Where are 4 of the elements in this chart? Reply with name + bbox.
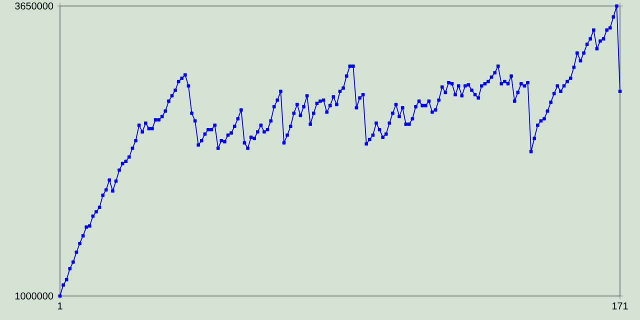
x-tick-label: 171 — [612, 302, 628, 310]
x-tick-label: 1 — [58, 302, 62, 310]
y-tick-label: 3650000 — [15, 2, 54, 10]
y-tick-label: 1000000 — [15, 292, 54, 300]
